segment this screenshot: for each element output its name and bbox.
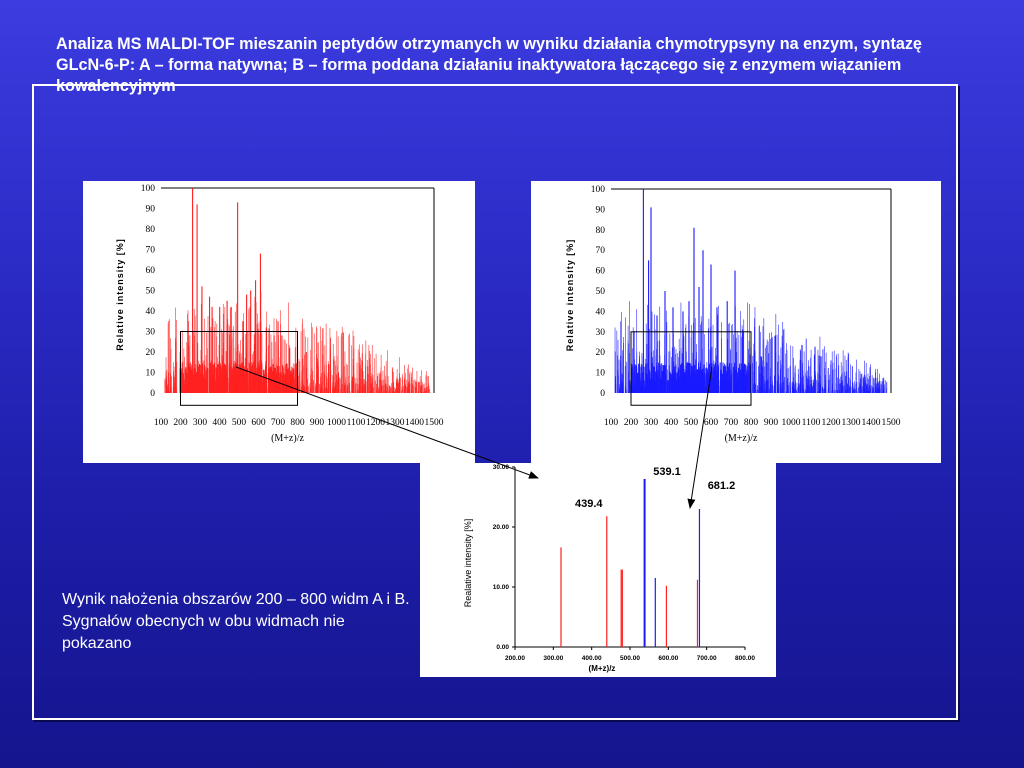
x-tick-label: 800 [290, 418, 305, 428]
y-tick-label: 100 [141, 184, 156, 194]
caption-text: Wynik nałożenia obszarów 200 – 800 widm … [62, 591, 410, 652]
slide-title: Analiza MS MALDI-TOF mieszanin peptydów … [56, 35, 922, 95]
y-axis-title: Relative intensity [%] [565, 239, 575, 352]
y-tick-label: 100 [591, 185, 606, 195]
x-tick-label: 900 [310, 418, 325, 428]
y-tick-label: 40 [146, 307, 156, 317]
y-axis-title: Relative intensity [%] [115, 238, 125, 351]
x-tick-label: 800 [744, 418, 759, 428]
x-tick-label: 1200 [822, 418, 841, 428]
x-tick-label: 200 [624, 418, 639, 428]
y-tick-label: 30.00 [493, 464, 510, 471]
x-tick-label: 300 [644, 418, 659, 428]
x-tick-label: 1500 [882, 418, 901, 428]
y-tick-label: 20 [146, 348, 156, 358]
x-tick-label: 1200 [366, 418, 385, 428]
x-tick-label: 400.00 [582, 655, 602, 662]
x-tick-label: 600 [251, 418, 266, 428]
x-tick-label: 500 [684, 418, 699, 428]
x-tick-label: 1000 [327, 418, 346, 428]
y-tick-label: 80 [596, 226, 606, 236]
x-tick-label: 1400 [862, 418, 881, 428]
y-tick-label: 20.00 [493, 524, 510, 531]
x-tick-label: 700.00 [697, 655, 717, 662]
x-tick-label: 1400 [405, 418, 424, 428]
peak-annotation: 439.4 [575, 498, 603, 510]
x-tick-label: 1100 [347, 418, 366, 428]
x-axis-title: (M+z)/z [725, 433, 758, 444]
y-tick-label: 90 [596, 205, 606, 215]
y-tick-label: 40 [596, 307, 606, 317]
y-tick-label: 60 [596, 267, 606, 277]
x-tick-label: 400 [664, 418, 679, 428]
y-tick-label: 30 [146, 328, 156, 338]
y-tick-label: 80 [146, 225, 156, 235]
x-tick-label: 300.00 [543, 655, 563, 662]
y-tick-label: 10.00 [493, 584, 510, 591]
y-tick-label: 90 [146, 205, 156, 215]
y-tick-label: 10 [596, 369, 606, 379]
y-tick-label: 50 [146, 287, 156, 297]
x-tick-label: 700 [271, 418, 286, 428]
x-tick-label: 1000 [782, 418, 801, 428]
x-tick-label: 100 [154, 418, 169, 428]
y-tick-label: 70 [146, 246, 156, 256]
peak-annotation: 681.2 [708, 480, 736, 492]
x-tick-label: 400 [212, 418, 227, 428]
x-tick-label: 500 [232, 418, 247, 428]
overlay-spectrum-chart: 0.00 10.00 20.00 30.00 200.00 300.00 400.00 500… [463, 464, 755, 673]
y-tick-label: 0 [600, 389, 605, 399]
peak-annotation: 539.1 [653, 466, 681, 478]
x-tick-label: 1300 [386, 418, 405, 428]
x-tick-label: 600.00 [658, 655, 678, 662]
y-tick-label: 0 [150, 389, 155, 399]
x-tick-label: 200 [173, 418, 188, 428]
x-tick-label: 1500 [425, 418, 444, 428]
x-tick-label: 900 [764, 418, 779, 428]
spectrum-b-panel: 0 10 20 30 40 50 60 70 80 90 100 100 200 300 400 500 600… [531, 181, 941, 463]
x-tick-label: 300 [193, 418, 208, 428]
x-tick-label: 700 [724, 418, 739, 428]
content-frame [32, 84, 958, 720]
y-tick-label: 20 [596, 348, 606, 358]
y-tick-label: 70 [596, 246, 606, 256]
x-axis-title: (M+z)/z [271, 433, 304, 444]
spectrum-b-chart: 0 10 20 30 40 50 60 70 80 90 100 100 200 300 400 500 600… [565, 185, 901, 444]
y-tick-label: 10 [146, 369, 156, 379]
y-tick-label: 0.00 [496, 644, 509, 651]
y-tick-label: 50 [596, 287, 606, 297]
y-tick-label: 60 [146, 266, 156, 276]
x-tick-label: 1100 [802, 418, 821, 428]
x-tick-label: 100 [604, 418, 619, 428]
x-tick-label: 1300 [842, 418, 861, 428]
x-tick-label: 800.00 [735, 655, 755, 662]
x-tick-label: 200.00 [505, 655, 525, 662]
y-tick-label: 30 [596, 328, 606, 338]
y-axis-title: Realative intensity [%] [463, 519, 473, 608]
x-tick-label: 600 [704, 418, 719, 428]
x-tick-label: 500.00 [620, 655, 640, 662]
overlay-spectrum-panel: 0.00 10.00 20.00 30.00 200.00 300.00 400.00 500… [420, 463, 776, 677]
spectrum-a-panel: 0 10 20 30 40 50 60 70 80 90 100 100 200 300 400 500 600… [83, 181, 475, 463]
spectrum-a-chart: 0 10 20 30 40 50 60 70 80 90 100 100 200 300 400 500 600… [115, 184, 444, 444]
x-axis-title: (M+z)/z [589, 664, 616, 673]
